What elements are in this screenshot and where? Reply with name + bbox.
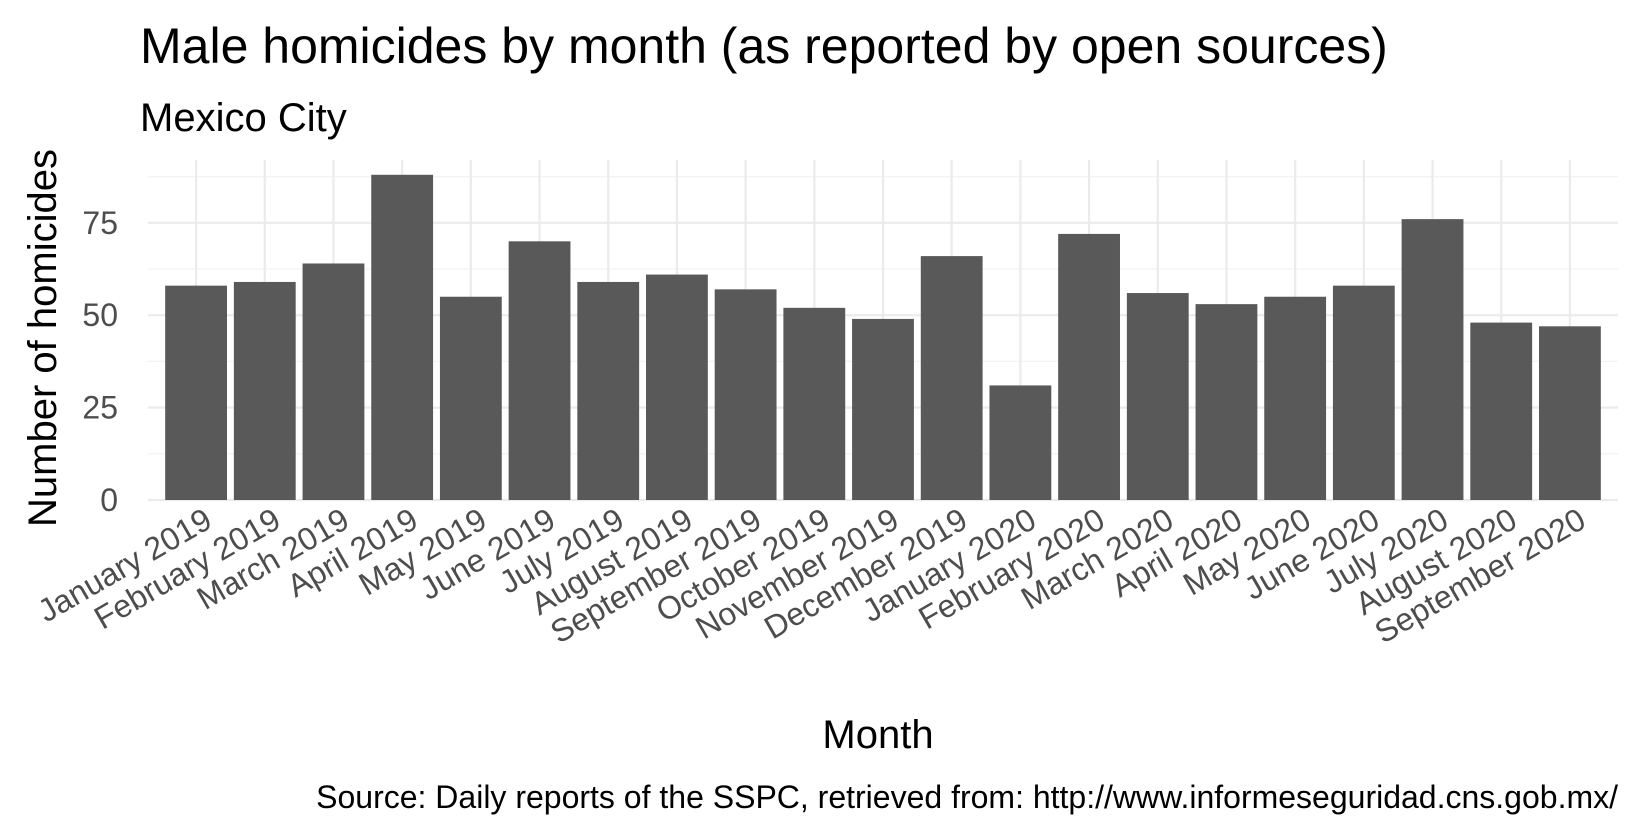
bar xyxy=(989,385,1052,500)
bar xyxy=(1401,219,1464,500)
bar xyxy=(302,263,365,500)
bar xyxy=(165,285,227,500)
x-axis-title: Month xyxy=(822,713,933,757)
bar xyxy=(714,289,777,500)
bar xyxy=(1539,326,1601,500)
bar xyxy=(1470,322,1533,500)
bar xyxy=(508,241,571,500)
bar xyxy=(1195,304,1258,500)
bar xyxy=(1126,293,1189,500)
y-tick-label: 25 xyxy=(82,390,118,426)
bar xyxy=(577,281,640,500)
bar xyxy=(233,281,296,500)
y-tick-label: 75 xyxy=(82,205,118,241)
chart-title: Male homicides by month (as reported by … xyxy=(140,18,1388,74)
y-tick-labels: 0 25 50 75 xyxy=(82,205,118,518)
y-tick-label: 50 xyxy=(82,297,118,333)
source-caption: Source: Daily reports of the SSPC, retri… xyxy=(316,779,1618,815)
bar xyxy=(1264,296,1327,500)
y-axis-title: Number of homicides xyxy=(21,149,65,527)
bar xyxy=(371,174,434,501)
bar xyxy=(439,296,502,500)
bar xyxy=(852,318,914,500)
y-tick-label: 0 xyxy=(100,482,118,518)
bar xyxy=(1332,285,1395,500)
bar xyxy=(920,256,983,500)
bar xyxy=(783,307,846,500)
bars xyxy=(165,174,1601,501)
chart-subtitle: Mexico City xyxy=(140,96,347,140)
bar xyxy=(1058,233,1120,501)
bar xyxy=(646,274,708,500)
